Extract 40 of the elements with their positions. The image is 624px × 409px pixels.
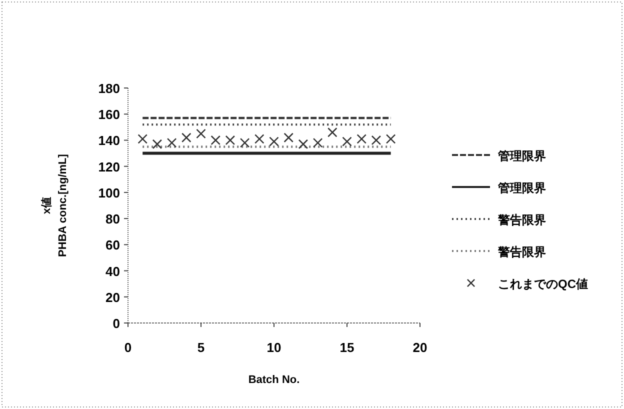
legend-label: 管理限界 bbox=[497, 181, 546, 195]
x-tick-label: 5 bbox=[197, 340, 205, 355]
y-tick-label: 20 bbox=[106, 290, 120, 305]
point bbox=[225, 135, 236, 146]
x-tick-label: 20 bbox=[412, 340, 428, 355]
legend-label: これまでのQC値 bbox=[498, 277, 588, 291]
y-tick-label: 40 bbox=[106, 264, 120, 279]
y-tick-label: 60 bbox=[106, 238, 120, 253]
point bbox=[356, 134, 366, 144]
x-tick-label: 0 bbox=[124, 340, 132, 355]
point bbox=[196, 128, 206, 139]
point bbox=[254, 134, 264, 144]
point bbox=[371, 135, 382, 146]
point bbox=[152, 139, 162, 150]
y-tick-label: 160 bbox=[98, 107, 120, 122]
y-tick-label: 80 bbox=[106, 212, 120, 227]
point bbox=[342, 136, 352, 146]
point bbox=[269, 136, 279, 146]
point bbox=[210, 135, 220, 146]
x-tick-label: 15 bbox=[340, 340, 354, 355]
y-tick-label: 120 bbox=[98, 159, 120, 174]
legend-label: 管理限界 bbox=[497, 149, 546, 163]
y-tick-label: 180 bbox=[98, 81, 120, 96]
point bbox=[312, 138, 323, 148]
legend-label: 警告限界 bbox=[497, 213, 546, 227]
x-tick-label: 10 bbox=[266, 340, 282, 355]
point bbox=[182, 132, 192, 143]
x-axis-title: Batch No. bbox=[248, 374, 300, 386]
point bbox=[284, 132, 294, 143]
y-tick-label: 0 bbox=[112, 316, 120, 331]
y-tick-label: 140 bbox=[98, 133, 120, 148]
point bbox=[166, 138, 177, 148]
point bbox=[138, 134, 148, 144]
point bbox=[298, 139, 308, 150]
legend-label: 警告限界 bbox=[497, 245, 546, 259]
y-tick-label: 100 bbox=[98, 185, 120, 200]
point bbox=[240, 138, 250, 148]
point bbox=[386, 134, 396, 144]
y-axis-title: x値 PHBA conc.[ng/mL] bbox=[40, 154, 69, 257]
point bbox=[328, 127, 338, 138]
